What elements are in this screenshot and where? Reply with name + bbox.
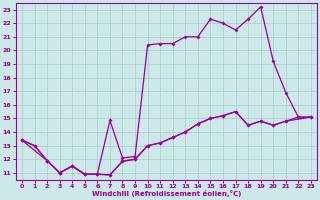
X-axis label: Windchill (Refroidissement éolien,°C): Windchill (Refroidissement éolien,°C)	[92, 190, 241, 197]
